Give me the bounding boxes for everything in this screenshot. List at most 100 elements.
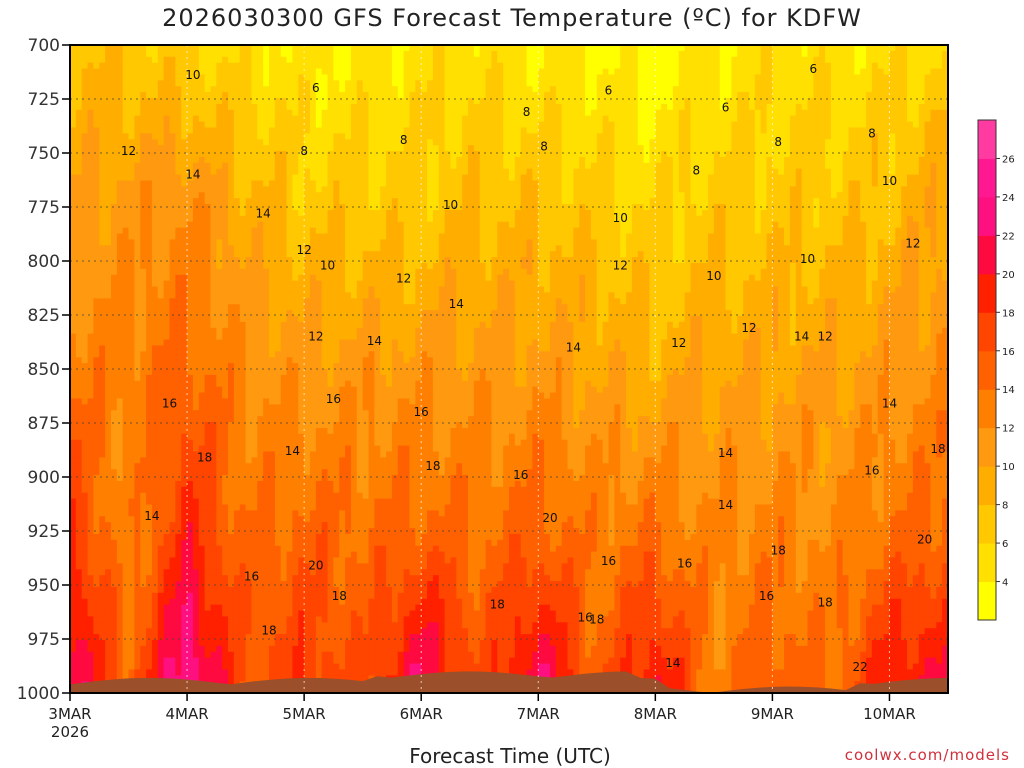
field-cell (87, 398, 95, 405)
field-cell (128, 586, 135, 594)
field-cell (134, 386, 141, 394)
field-cell (257, 604, 264, 612)
field-cell (251, 221, 258, 229)
field-cell (333, 274, 340, 282)
field-cell (70, 545, 77, 553)
field-cell (298, 416, 305, 423)
field-cell (286, 586, 294, 594)
field-cell (204, 380, 212, 388)
field-cell (93, 357, 100, 364)
field-cell (70, 251, 77, 258)
field-cell (93, 339, 100, 347)
field-cell (87, 221, 95, 229)
field-cell (216, 533, 223, 541)
field-cell (192, 74, 200, 81)
field-cell (175, 80, 182, 87)
field-cell (274, 257, 282, 264)
field-cell (192, 92, 200, 99)
field-cell (128, 180, 135, 187)
field-cell (169, 598, 176, 606)
field-cell (140, 522, 147, 529)
field-cell (222, 345, 229, 352)
field-cell (110, 604, 118, 612)
field-cell (151, 451, 159, 458)
field-cell (110, 145, 118, 152)
field-cell (263, 675, 270, 682)
field-cell (298, 551, 305, 559)
field-cell (239, 645, 247, 653)
field-cell (274, 262, 282, 270)
field-cell (93, 80, 100, 87)
field-cell (298, 180, 305, 187)
field-cell (292, 62, 299, 70)
field-cell (169, 74, 176, 81)
field-cell (105, 62, 112, 70)
field-cell (93, 486, 100, 494)
field-cell (216, 433, 223, 441)
field-cell (140, 469, 147, 476)
field-cell (257, 410, 264, 417)
field-cell (134, 339, 141, 347)
field-cell (327, 233, 334, 240)
field-cell (257, 528, 264, 535)
field-cell (280, 280, 288, 288)
field-cell (263, 80, 270, 87)
field-cell (269, 274, 276, 282)
field-cell (181, 92, 188, 99)
field-cell (309, 480, 317, 488)
field-cell (105, 551, 112, 559)
field-cell (198, 109, 206, 117)
field-cell (146, 62, 153, 70)
field-cell (99, 498, 106, 506)
field-cell (233, 257, 241, 264)
field-cell (198, 315, 206, 323)
field-cell (140, 592, 147, 600)
field-cell (70, 268, 77, 276)
field-cell (333, 233, 340, 240)
field-cell (157, 569, 165, 576)
field-cell (222, 422, 229, 429)
field-cell (251, 333, 258, 341)
field-cell (216, 257, 223, 264)
field-cell (210, 345, 217, 352)
field-cell (245, 139, 253, 146)
field-cell (122, 404, 130, 411)
field-cell (70, 280, 77, 288)
field-cell (280, 404, 288, 411)
field-cell (99, 115, 106, 123)
field-cell (110, 239, 118, 246)
field-cell (233, 145, 241, 152)
field-cell (222, 486, 229, 494)
field-cell (122, 369, 130, 376)
field-cell (204, 563, 212, 570)
field-cell (315, 469, 323, 476)
field-cell (228, 109, 235, 117)
field-cell (128, 310, 135, 317)
field-cell (204, 416, 212, 423)
field-cell (140, 209, 147, 217)
field-cell (321, 310, 329, 317)
field-cell (128, 463, 135, 470)
field-cell (228, 315, 235, 323)
field-cell (140, 292, 147, 299)
field-cell (274, 516, 282, 523)
field-cell (192, 68, 200, 76)
field-cell (245, 198, 253, 205)
field-cell (198, 622, 206, 629)
field-cell (239, 351, 247, 358)
field-cell (70, 274, 77, 282)
field-cell (134, 663, 141, 671)
field-cell (122, 628, 130, 635)
field-cell (187, 233, 194, 240)
field-cell (257, 427, 264, 435)
field-cell (99, 274, 106, 282)
field-cell (280, 610, 288, 618)
field-cell (151, 304, 159, 311)
field-cell (87, 186, 95, 193)
field-cell (192, 498, 200, 506)
field-cell (169, 186, 176, 193)
field-cell (140, 463, 147, 470)
field-cell (134, 545, 141, 553)
field-cell (163, 151, 171, 158)
field-cell (269, 327, 276, 335)
